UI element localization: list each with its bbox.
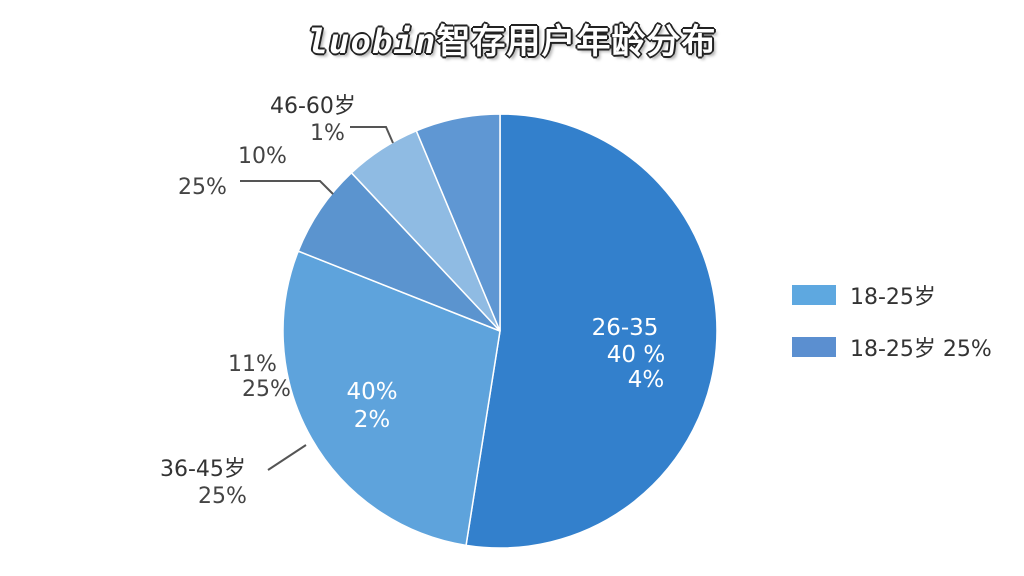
chart-title-text: 智存用户年龄分布 (436, 22, 717, 62)
label-26-35-pct-a: 40 % (607, 342, 665, 368)
label-25-upper: 25% (178, 175, 227, 200)
legend-item-1: 18-25岁 (792, 280, 992, 310)
label-46-60: 46-60岁 (270, 94, 356, 119)
pie-slice-5 (415, 113, 501, 332)
leader-line-10 (240, 180, 334, 195)
leader-line-36-45 (267, 444, 307, 471)
label-36-45-pct: 25% (198, 484, 247, 509)
label-26-35-pct-b: 4% (628, 367, 665, 393)
leader-line-46-60 (350, 126, 394, 144)
label-10: 10% (238, 144, 287, 169)
label-mid-pct-a: 40% (346, 379, 397, 405)
label-mid-pct-b: 2% (354, 407, 391, 433)
legend-item-2: 18-25岁 25% (792, 332, 992, 362)
pie-slice-2 (282, 250, 501, 547)
label-36-45: 36-45岁 (160, 457, 246, 482)
legend-label-2: 18-25岁 25% (850, 337, 992, 362)
chart-title: luobin智存用户年龄分布 (0, 14, 1024, 63)
legend-swatch-1 (792, 285, 836, 305)
pie-slices (282, 113, 718, 549)
label-26-35: 26-35 (592, 315, 659, 341)
legend: 18-25岁 18-25岁 25% (792, 280, 992, 384)
legend-label-1: 18-25岁 (850, 285, 936, 310)
pie-slice-1 (465, 113, 718, 549)
chart-title-prefix: luobin (307, 22, 437, 62)
leader-lines (240, 126, 394, 471)
legend-swatch-2 (792, 337, 836, 357)
label-1: 1% (310, 121, 345, 146)
label-11: 11% (228, 352, 277, 377)
label-25-left: 25% (242, 377, 291, 402)
